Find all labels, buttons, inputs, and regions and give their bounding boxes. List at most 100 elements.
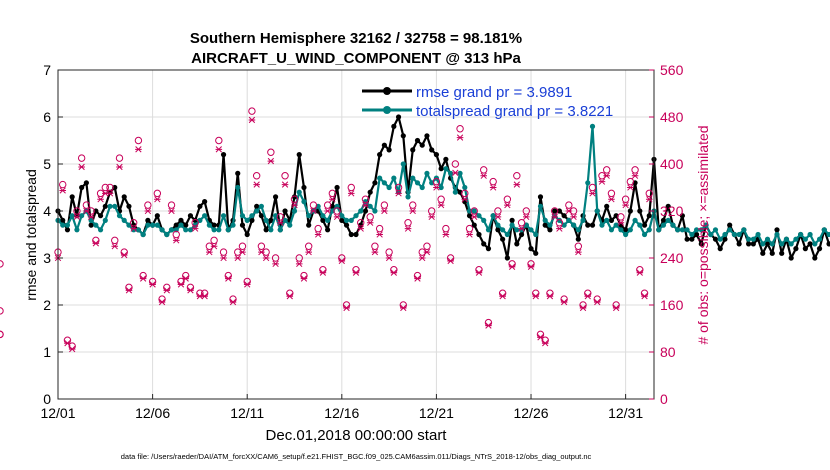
obs-assimilated-marker (414, 275, 421, 282)
obs-possible-marker (617, 213, 625, 221)
spread-point (783, 236, 790, 242)
obs-assimilated-marker (73, 213, 81, 221)
rmse-point (722, 236, 728, 242)
spread-point (760, 241, 766, 247)
rmse-point (788, 255, 794, 261)
obs-layer (0, 108, 653, 353)
obs-possible-marker (357, 219, 365, 227)
obs-assimilated-marker (593, 298, 601, 306)
y-right-tick-label: 320 (660, 203, 684, 219)
rmse-point (826, 241, 830, 247)
obs-assimilated-marker (527, 263, 535, 270)
obs-possible-marker (314, 224, 322, 233)
obs-assimilated-marker (541, 340, 549, 347)
obs-possible-marker (0, 307, 4, 315)
obs-possible-marker (328, 189, 337, 198)
y-left-tick-label: 7 (43, 62, 51, 78)
obs-assimilated-marker (570, 213, 577, 221)
obs-assimilated-marker (404, 225, 412, 232)
obs-assimilated-marker (371, 248, 379, 256)
obs-possible-marker (333, 207, 341, 215)
obs-assimilated-marker (347, 190, 355, 197)
obs-possible-marker (631, 166, 639, 174)
rmse-point (192, 217, 198, 223)
obs-possible-marker (153, 189, 162, 198)
obs-possible-marker (144, 201, 152, 209)
y-axis-right-label: # of obs: o=possible; ×=assimilated (695, 125, 711, 344)
spread-point (93, 222, 99, 228)
spread-point (391, 175, 397, 181)
rmse-point (367, 189, 373, 195)
spread-point (206, 222, 212, 228)
spread-point (135, 227, 142, 233)
rmse-point (372, 180, 378, 186)
obs-possible-marker (59, 180, 67, 189)
obs-assimilated-marker (504, 201, 511, 209)
spread-point (570, 222, 577, 228)
spread-point (79, 213, 85, 219)
obs-assimilated-marker (248, 116, 256, 124)
obs-assimilated-marker (92, 240, 100, 247)
spread-point (145, 222, 151, 228)
x-tick-label: 12/16 (324, 405, 359, 421)
obs-assimilated-marker (277, 219, 284, 226)
obs-possible-marker (588, 183, 597, 192)
spread-point (230, 222, 236, 228)
rmse-point (736, 241, 742, 247)
spread-point (693, 227, 700, 233)
obs-assimilated-marker (239, 248, 246, 256)
rmse-point (495, 227, 501, 233)
obs-assimilated-marker (64, 340, 71, 347)
rmse-point (362, 208, 369, 214)
obs-assimilated-marker (381, 207, 388, 215)
obs-possible-marker (115, 154, 124, 162)
obs-possible-marker (550, 207, 559, 215)
obs-possible-marker (167, 201, 176, 209)
obs-possible-marker (77, 154, 86, 162)
y-right-tick-label: 480 (660, 109, 684, 125)
obs-assimilated-marker (385, 254, 393, 262)
spread-point (372, 208, 378, 214)
obs-assimilated-marker (575, 248, 582, 256)
y-left-tick-label: 3 (43, 250, 51, 266)
spread-point (254, 208, 260, 214)
obs-possible-marker (423, 242, 431, 250)
obs-possible-marker (73, 207, 81, 215)
spread-point (367, 203, 373, 209)
rmse-point (414, 137, 421, 144)
obs-possible-marker (111, 236, 119, 245)
rmse-point (429, 147, 435, 153)
spread-point (656, 227, 662, 233)
rmse-point (518, 231, 525, 238)
obs-assimilated-marker (215, 146, 223, 153)
rmse-point (424, 133, 430, 139)
spread-point (296, 189, 302, 195)
obs-assimilated-marker (418, 254, 426, 262)
obs-assimilated-marker (154, 196, 161, 203)
obs-possible-marker (267, 148, 275, 156)
spread-point (712, 227, 719, 233)
obs-assimilated-marker (314, 231, 322, 238)
spread-point (452, 189, 458, 195)
spread-point (798, 231, 804, 238)
spread-point (604, 217, 610, 223)
rmse-point (306, 222, 312, 228)
obs-assimilated-marker (489, 184, 497, 191)
spread-point (414, 180, 421, 186)
rmse-point (334, 184, 340, 191)
rmse-point (712, 236, 719, 242)
spread-point (637, 222, 643, 228)
obs-assimilated-marker (343, 304, 350, 312)
obs-assimilated-marker (272, 260, 279, 268)
obs-assimilated-marker (456, 134, 464, 141)
spread-point (533, 231, 539, 238)
spread-point (381, 180, 387, 186)
obs-assimilated-marker (357, 225, 365, 232)
spread-point (211, 227, 217, 233)
obs-assimilated-marker (362, 201, 369, 209)
obs-assimilated-marker (447, 257, 454, 265)
obs-possible-marker (470, 207, 478, 215)
obs-possible-marker (134, 136, 143, 145)
spread-point (717, 236, 723, 242)
spread-point (348, 217, 354, 223)
